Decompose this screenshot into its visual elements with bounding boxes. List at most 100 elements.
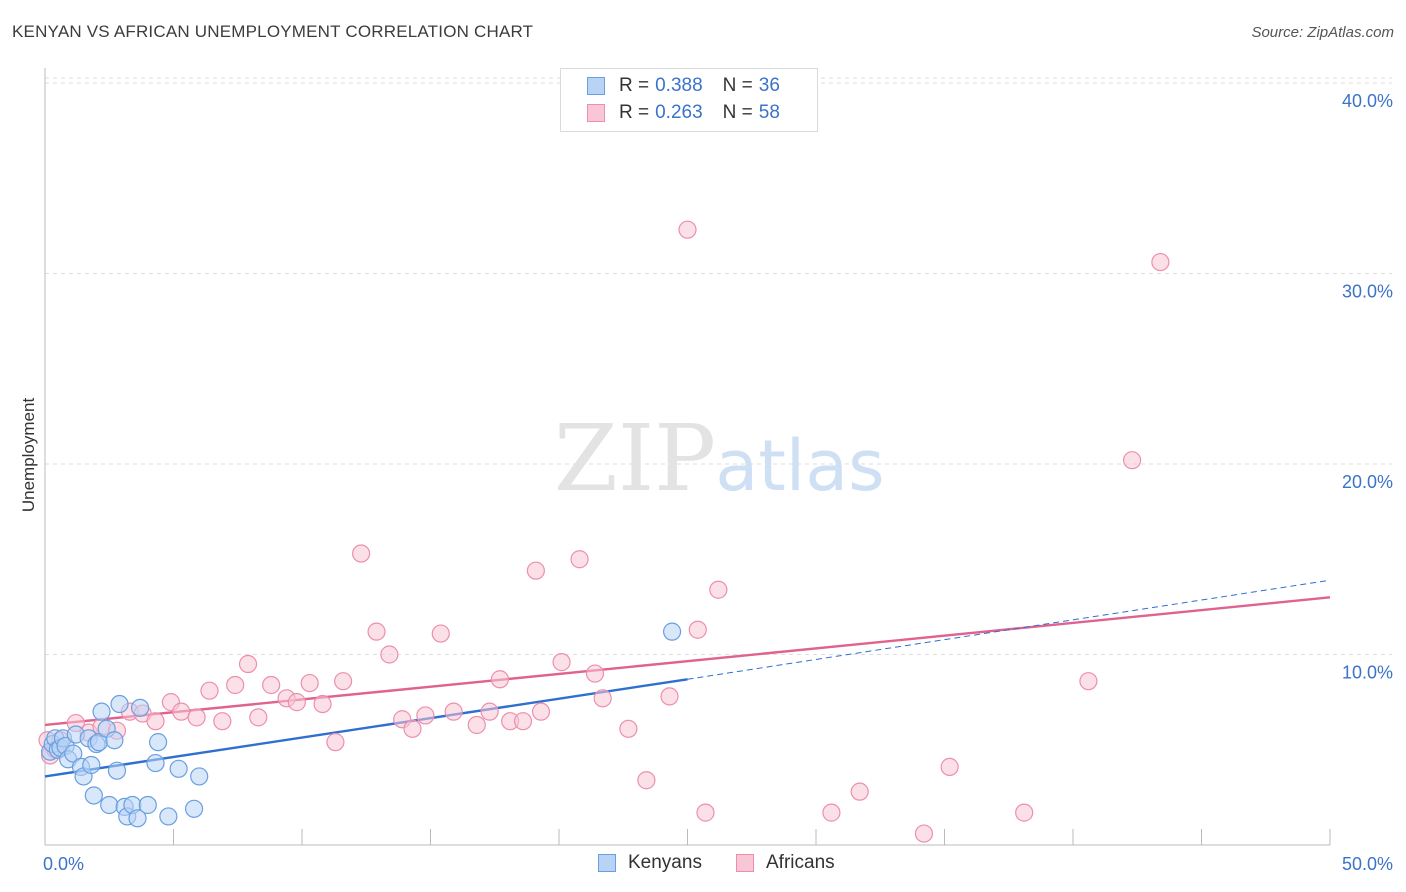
africans-point <box>585 664 605 683</box>
africans-point <box>850 782 869 801</box>
africans-point <box>709 580 728 599</box>
africans-point <box>313 694 332 714</box>
africans-point <box>619 719 638 738</box>
africans-point <box>660 687 679 706</box>
kenyans-point <box>159 807 178 826</box>
legend-item-africans: Africans <box>736 852 835 874</box>
africans-point <box>213 712 232 731</box>
africans-point <box>146 712 165 731</box>
africans-point <box>570 550 589 569</box>
africans-point <box>940 757 959 776</box>
x-tick-label: 0.0% <box>43 854 84 874</box>
kenyans-point <box>148 733 168 752</box>
africans-point <box>552 653 571 672</box>
africans-point <box>172 702 191 721</box>
kenyans-point <box>107 761 127 780</box>
legend-label-kenyans: Kenyans <box>628 852 702 873</box>
africans-point <box>513 712 533 731</box>
kenyans-trend-extension <box>687 579 1331 680</box>
data-points <box>38 220 1170 843</box>
africans-point <box>300 673 319 693</box>
kenyans-point <box>190 767 209 786</box>
legend-swatch-kenyans <box>598 854 616 872</box>
africans-point <box>688 620 707 639</box>
kenyans-point <box>110 694 129 714</box>
africans-point <box>696 803 715 822</box>
kenyans-point <box>64 744 83 763</box>
legend-swatch-africans <box>587 104 605 122</box>
kenyans-point <box>128 809 147 828</box>
africans-point <box>1015 803 1034 822</box>
x-tick-label: 50.0% <box>1342 854 1393 874</box>
kenyans-point <box>184 799 204 818</box>
n-value: 58 <box>758 102 780 123</box>
y-tick-label: 10.0% <box>1342 663 1393 683</box>
africans-point <box>249 708 268 727</box>
y-tick-label: 30.0% <box>1342 282 1393 302</box>
africans-point <box>187 708 206 727</box>
africans-point <box>914 824 934 843</box>
kenyans-point <box>138 795 157 815</box>
africans-point <box>531 702 551 721</box>
r-value: 0.388 <box>655 75 703 96</box>
africans-point <box>593 689 612 708</box>
y-tick-label: 40.0% <box>1342 91 1393 111</box>
africans-point <box>1079 672 1098 691</box>
africans-point <box>526 561 545 580</box>
kenyans-point <box>130 698 150 717</box>
africans-point <box>380 645 399 664</box>
kenyans-point <box>100 795 119 815</box>
africans-point <box>334 672 353 691</box>
source-label: Source: ZipAtlas.com <box>1251 24 1394 41</box>
kenyans-point <box>92 702 111 721</box>
watermark-zip: ZIP <box>554 405 716 512</box>
africans-point <box>490 670 509 689</box>
kenyans-point <box>82 755 101 775</box>
y-tick-label: 20.0% <box>1342 472 1393 492</box>
n-label: N = <box>722 75 753 96</box>
kenyans-point <box>105 731 124 750</box>
axes <box>44 68 1331 846</box>
africans-point <box>403 719 422 738</box>
legend-label-africans: Africans <box>766 852 835 873</box>
r-label: R = <box>619 102 650 123</box>
africans-point <box>287 693 306 712</box>
correlation-legend: R = 0.388 N = 36 R = 0.263 N = 58 <box>560 68 818 132</box>
kenyans-point <box>146 753 165 773</box>
chart-title: KENYAN VS AFRICAN UNEMPLOYMENT CORRELATI… <box>12 22 534 41</box>
africans-point <box>444 702 463 721</box>
watermark: ZIP atlas <box>554 405 885 512</box>
y-axis-label: Unemployment <box>19 398 38 513</box>
africans-point <box>226 675 245 695</box>
africans-trend-line <box>44 596 1331 727</box>
africans-point <box>1151 252 1170 272</box>
africans-point <box>431 624 450 643</box>
africans-point <box>352 544 371 563</box>
kenyans-point <box>84 786 103 805</box>
legend-swatch-africans <box>736 854 754 872</box>
kenyans-point <box>169 759 188 778</box>
n-value: 36 <box>758 75 780 96</box>
africans-point <box>467 715 486 735</box>
africans-point <box>326 733 345 752</box>
africans-point <box>678 220 697 239</box>
africans-point <box>238 654 258 674</box>
legend-item-kenyans: Kenyans <box>598 852 702 874</box>
legend-row-kenyans: R = 0.388 N = 36 <box>587 74 780 98</box>
grid-lines <box>45 77 1392 655</box>
tick-labels: 10.0% 20.0% 30.0% 40.0% 0.0% 50.0% <box>43 91 1393 874</box>
watermark-atlas: atlas <box>715 425 884 507</box>
legend-swatch-kenyans <box>587 77 605 95</box>
africans-point <box>1123 451 1142 470</box>
kenyans-point <box>662 622 682 641</box>
africans-point <box>200 681 219 700</box>
n-label: N = <box>722 102 753 123</box>
africans-point <box>637 771 656 790</box>
africans-point <box>480 702 499 721</box>
africans-point <box>262 675 281 695</box>
series-legend: Kenyans Africans <box>0 852 1406 876</box>
r-value: 0.263 <box>655 102 703 123</box>
legend-row-africans: R = 0.263 N = 58 <box>587 101 780 125</box>
africans-point <box>416 706 435 725</box>
